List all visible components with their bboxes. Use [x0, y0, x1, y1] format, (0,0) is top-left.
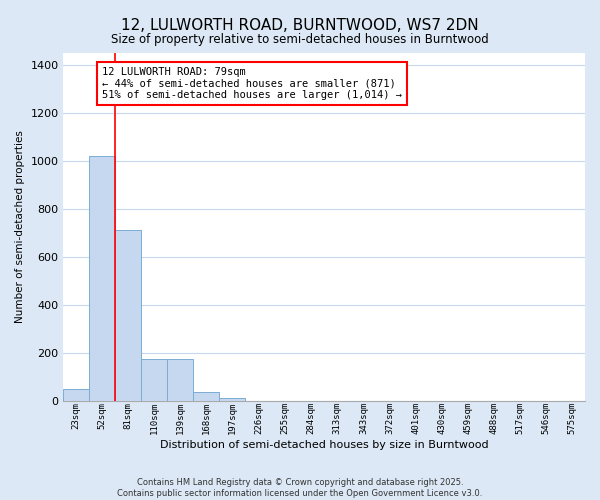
Bar: [141, 359, 167, 401]
Text: 12 LULWORTH ROAD: 79sqm
← 44% of semi-detached houses are smaller (871)
51% of s: 12 LULWORTH ROAD: 79sqm ← 44% of semi-de…: [102, 67, 402, 100]
Bar: [115, 230, 141, 401]
Bar: [63, 389, 89, 401]
Text: Contains HM Land Registry data © Crown copyright and database right 2025.
Contai: Contains HM Land Registry data © Crown c…: [118, 478, 482, 498]
Bar: [220, 398, 245, 401]
Bar: [89, 156, 115, 401]
Text: 12, LULWORTH ROAD, BURNTWOOD, WS7 2DN: 12, LULWORTH ROAD, BURNTWOOD, WS7 2DN: [121, 18, 479, 32]
Text: Size of property relative to semi-detached houses in Burntwood: Size of property relative to semi-detach…: [111, 32, 489, 46]
X-axis label: Distribution of semi-detached houses by size in Burntwood: Distribution of semi-detached houses by …: [160, 440, 488, 450]
Y-axis label: Number of semi-detached properties: Number of semi-detached properties: [15, 130, 25, 323]
Bar: [193, 392, 219, 401]
Bar: [167, 359, 193, 401]
